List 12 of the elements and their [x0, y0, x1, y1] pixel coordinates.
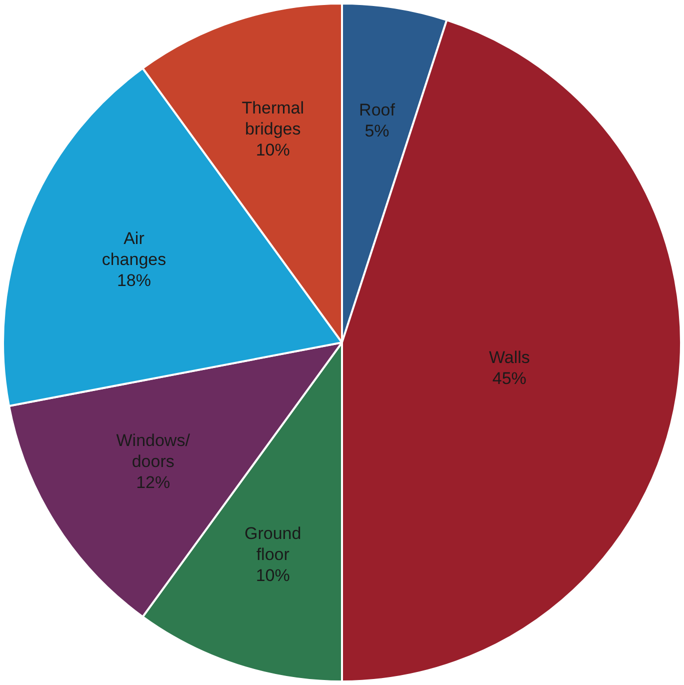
data-label: 10% — [256, 566, 290, 585]
slice-label: Windows/doors — [116, 431, 190, 472]
data-label: 18% — [116, 270, 151, 290]
data-label: 10% — [256, 140, 290, 160]
slice-label: Air changes — [102, 228, 166, 269]
slice-label: Ground floor — [244, 524, 302, 564]
slice-label: Thermal bridges — [242, 98, 304, 138]
slice-label: Roof — [359, 100, 396, 120]
data-label: 45% — [492, 369, 526, 388]
slice-label: Walls — [488, 348, 530, 368]
data-label: 5% — [364, 122, 390, 141]
data-label: 12% — [136, 473, 170, 492]
